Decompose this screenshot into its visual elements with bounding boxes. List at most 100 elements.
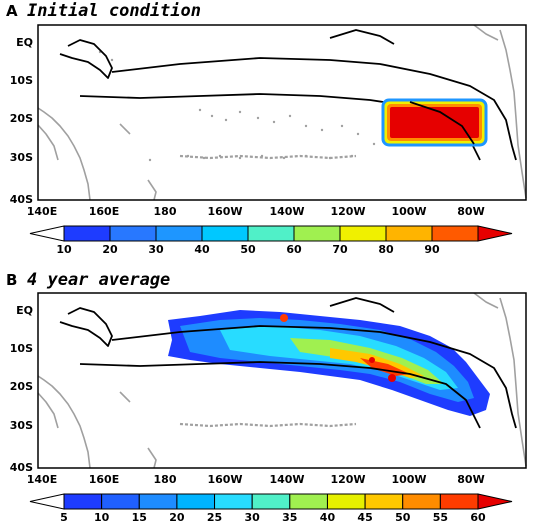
lon-label-140e: 140E	[27, 205, 57, 218]
lon-label-80w-b: 80W	[457, 473, 484, 486]
subtropical-islands-b	[179, 422, 357, 428]
australia-coast-inner-b	[37, 392, 59, 429]
panel-a-title: Initial condition	[27, 1, 201, 21]
colorbar-label: 30	[245, 511, 261, 524]
colorbar-label: 10	[56, 243, 72, 256]
new-caledonia	[119, 123, 131, 135]
density-max-1	[388, 374, 396, 382]
upper-track-a	[111, 57, 517, 161]
lon-label-100w: 100W	[391, 205, 426, 218]
colorbar-segment	[176, 493, 216, 510]
panel-b-colorbar: 5 10 15 20 25 30 35 40 45 50 55 60	[29, 493, 513, 524]
lon-label-180-b: 180	[154, 473, 177, 486]
lat-label-eq-b: EQ	[16, 304, 33, 317]
lon-label-80w: 80W	[457, 205, 484, 218]
colorbar-label: 15	[132, 511, 147, 524]
lon-label-120w: 120W	[330, 205, 365, 218]
colorbar-label: 55	[433, 511, 448, 524]
lower-track-b	[79, 361, 481, 429]
colorbar-segment	[63, 493, 103, 510]
colorbar-end-low	[29, 225, 65, 242]
panel-b-frame	[37, 292, 527, 469]
new-zealand-b	[147, 447, 157, 469]
colorbar-segment	[431, 225, 479, 242]
density-max-2	[369, 357, 375, 363]
colorbar-label: 30	[148, 243, 164, 256]
australia-coast-b	[37, 375, 91, 469]
panel-a-lat-labels: EQ 10S 20S 30S 40S	[10, 36, 33, 206]
panel-a-letter: A	[6, 2, 18, 20]
lon-label-160e-b: 160E	[89, 473, 119, 486]
lon-label-120w-b: 120W	[330, 473, 365, 486]
south-america-coast	[499, 29, 527, 199]
colorbar-label: 70	[332, 243, 348, 256]
panel-a-colorbar: 10 20 30 40 50 60 70 80 90	[29, 225, 513, 256]
lon-label-180: 180	[154, 205, 177, 218]
lon-label-100w-b: 100W	[391, 473, 426, 486]
colorbar-segment	[385, 225, 433, 242]
central-america-coast-b	[473, 292, 499, 309]
colorbar-segment	[109, 225, 157, 242]
colorbar-segment	[251, 493, 291, 510]
colorbar-segment	[439, 493, 479, 510]
panel-a-lon-labels: 140E 160E 180 160W 140W 120W 100W 80W	[27, 205, 485, 218]
panel-b-lat-labels: EQ 10S 20S 30S 40S	[10, 304, 33, 474]
colorbar-label: 80	[378, 243, 394, 256]
lon-label-140w: 140W	[269, 205, 304, 218]
colorbar-segment	[293, 225, 341, 242]
lat-label-10s-b: 10S	[10, 342, 33, 355]
panel-b-letter: B	[6, 271, 17, 289]
colorbar-label: 45	[357, 511, 372, 524]
lat-label-30s-b: 30S	[10, 419, 33, 432]
colorbar-segment	[326, 493, 366, 510]
new-guinea-outline-b	[59, 307, 113, 347]
lon-label-140e-b: 140E	[27, 473, 57, 486]
colorbar-label: 5	[60, 511, 68, 524]
australia-coast-inner	[37, 124, 59, 161]
initial-region-core	[390, 107, 479, 138]
panel-b-lon-labels: 140E 160E 180 160W 140W 120W 100W 80W	[27, 473, 485, 486]
lat-label-30s: 30S	[10, 151, 33, 164]
colorbar-segment	[201, 225, 249, 242]
south-america-coast-b	[499, 297, 527, 467]
colorbar-label: 60	[286, 243, 302, 256]
colorbar-segment	[155, 225, 203, 242]
lat-label-40s-b: 40S	[10, 461, 33, 474]
colorbar-label: 60	[470, 511, 486, 524]
colorbar-segment	[247, 225, 295, 242]
colorbar-segment	[214, 493, 253, 510]
lon-label-160w: 160W	[207, 205, 242, 218]
colorbar-label: 20	[169, 511, 185, 524]
subtropical-islands-a	[179, 154, 357, 160]
colorbar-label: 50	[395, 511, 411, 524]
central-america-coast	[473, 24, 499, 41]
density-spot-north	[280, 314, 288, 322]
panel-b-map	[37, 292, 527, 469]
colorbar-segment	[339, 225, 387, 242]
colorbar-label: 50	[240, 243, 256, 256]
islands	[98, 50, 376, 162]
new-zealand	[147, 179, 157, 201]
panel-a: A Initial condition	[6, 1, 527, 256]
panel-b-title: 4 year average	[27, 270, 170, 290]
colorbar-label: 90	[424, 243, 440, 256]
north-outline-a	[329, 29, 395, 45]
track-through-region	[409, 101, 475, 145]
lat-label-eq: EQ	[16, 36, 33, 49]
lon-label-160e: 160E	[89, 205, 119, 218]
lat-label-10s: 10S	[10, 74, 33, 87]
lat-label-20s-b: 20S	[10, 380, 33, 393]
colorbar-segment	[138, 493, 178, 510]
colorbar-segment	[402, 493, 441, 510]
panel-a-frame	[37, 24, 527, 201]
panel-a-map	[37, 24, 527, 201]
colorbar-label: 20	[102, 243, 118, 256]
colorbar-segment	[364, 493, 404, 510]
colorbar-label: 25	[207, 511, 222, 524]
colorbar-end-high	[477, 225, 513, 242]
colorbar-segment	[63, 225, 111, 242]
upper-track-b	[111, 325, 517, 429]
lat-label-20s: 20S	[10, 112, 33, 125]
lon-label-160w-b: 160W	[207, 473, 242, 486]
